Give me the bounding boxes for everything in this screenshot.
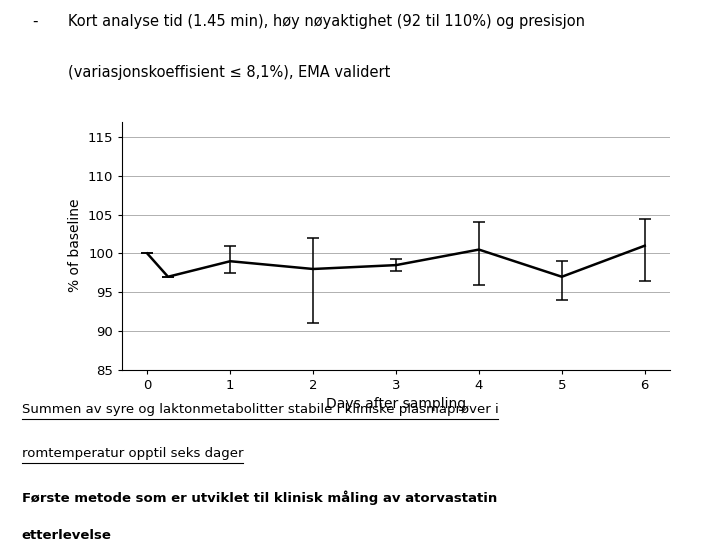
Text: romtemperatur opptil seks dager: romtemperatur opptil seks dager bbox=[22, 447, 243, 460]
X-axis label: Days after sampling: Days after sampling bbox=[326, 397, 466, 411]
Y-axis label: % of baseline: % of baseline bbox=[68, 199, 82, 293]
Text: (variasjonskoeffisient ≤ 8,1%), EMA validert: (variasjonskoeffisient ≤ 8,1%), EMA vali… bbox=[68, 65, 391, 80]
Text: Kort analyse tid (1.45 min), høy nøyaktighet (92 til 110%) og presisjon: Kort analyse tid (1.45 min), høy nøyakti… bbox=[68, 14, 585, 29]
Text: etterlevelse: etterlevelse bbox=[22, 529, 112, 540]
Text: Første metode som er utviklet til klinisk måling av atorvastatin: Første metode som er utviklet til klinis… bbox=[22, 491, 497, 505]
Text: Summen av syre og laktonmetabolitter stabile i kliniske plasmaprøver i: Summen av syre og laktonmetabolitter sta… bbox=[22, 403, 498, 416]
Text: -: - bbox=[32, 14, 38, 29]
